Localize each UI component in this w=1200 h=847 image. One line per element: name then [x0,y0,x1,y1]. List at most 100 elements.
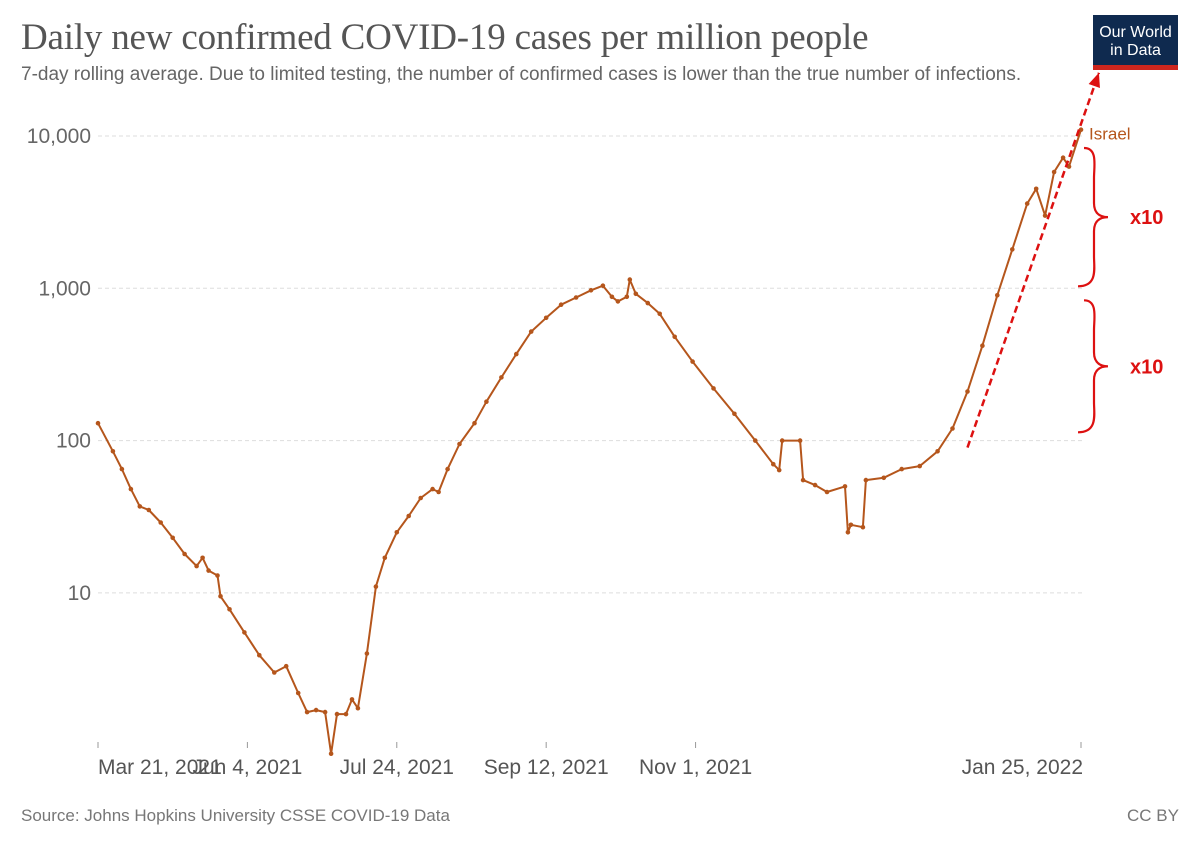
data-point [797,438,803,443]
data-point [257,652,262,658]
data-point [499,375,504,380]
data-point [200,555,205,561]
data-point [418,495,424,501]
data-point [965,389,970,394]
data-point [158,520,163,525]
data-point [514,351,519,357]
data-point [800,477,806,483]
data-point [394,530,400,535]
x-tick-label-1: Jun 4, 2021 [193,756,303,779]
data-point [771,461,776,467]
annotations: x10 x10 [966,72,1163,448]
x-tick-label-0: Mar 21, 2021 [98,756,222,779]
data-point [182,551,187,557]
trend-line [966,72,1101,448]
data-point [776,467,782,473]
data-point [917,463,922,469]
data-point [242,630,247,635]
data-point [436,489,441,495]
owid-logo[interactable]: Our World in Data [1093,15,1178,70]
data-point [633,291,639,297]
data-point [472,420,477,426]
data-point [672,334,677,340]
series-israel: Israel [95,125,1131,756]
logo-line-1: Our World [1099,24,1172,41]
x-tick-label-3: Sep 12, 2021 [484,756,609,779]
series-line-israel [97,129,1082,755]
data-point [364,651,370,656]
y-tick-label-10000: 10,000 [27,125,91,148]
data-point [881,475,887,481]
data-point [170,535,175,541]
data-point [95,420,101,426]
data-point [1033,186,1039,192]
data-point [313,707,319,713]
x-tick-label-2: Jul 24, 2021 [340,756,454,779]
data-point [334,711,340,717]
data-point [899,466,904,472]
data-point [1066,164,1072,169]
data-point [528,329,534,334]
data-point [457,441,462,447]
data-point [349,697,355,702]
logo-line-2: in Data [1110,42,1161,59]
data-point [382,555,388,561]
data-point [484,399,489,405]
source-note[interactable]: Source: Johns Hopkins University CSSE CO… [21,806,450,825]
data-point [194,563,199,569]
data-point [573,295,579,300]
data-point [206,568,211,573]
chart-title: Daily new confirmed COVID-19 cases per m… [21,17,869,58]
data-point [110,449,116,454]
brace-2 [1077,299,1109,434]
data-point [842,484,848,489]
data-point [283,663,289,669]
data-point [863,477,869,483]
data-point [373,584,379,589]
data-point [860,524,866,530]
data-point [1051,169,1057,175]
y-tick-label-1000: 1,000 [38,277,91,300]
data-point [848,522,854,528]
data-point [1010,247,1015,252]
data-point [711,386,716,391]
data-point [1060,155,1066,160]
data-point [558,302,564,308]
brace-1 [1077,146,1109,288]
data-point [543,315,549,321]
data-point [406,513,412,519]
data-point [624,294,630,300]
data-point [657,311,662,317]
data-point [119,466,125,472]
grid-lines [98,135,1083,594]
chart-subtitle: 7-day rolling average. Due to limited te… [21,64,1022,85]
data-point [355,705,361,711]
y-tick-label-100: 100 [56,430,91,453]
data-point [215,573,220,578]
data-point [295,690,301,696]
data-point [227,607,232,612]
data-point [980,343,985,349]
data-point [753,438,758,443]
data-point [430,486,435,492]
data-point [615,299,621,304]
data-point [627,277,633,282]
data-point [824,489,830,495]
logo-red-bar [1093,65,1178,70]
data-point [1042,213,1048,218]
y-axis-labels: 10 100 1,000 10,000 [27,125,91,605]
data-point [935,449,940,454]
license-link[interactable]: CC BY [1127,806,1179,825]
data-point [609,294,615,300]
data-point [812,482,818,488]
data-point [328,751,334,756]
data-point [272,670,277,675]
brace-label-2: x10 [1130,356,1163,378]
data-point [146,507,152,513]
x-tick-label-5: Jan 25, 2022 [962,756,1083,779]
data-point [645,300,651,306]
data-point [950,426,955,431]
data-point [995,293,1000,298]
data-point [588,288,594,293]
